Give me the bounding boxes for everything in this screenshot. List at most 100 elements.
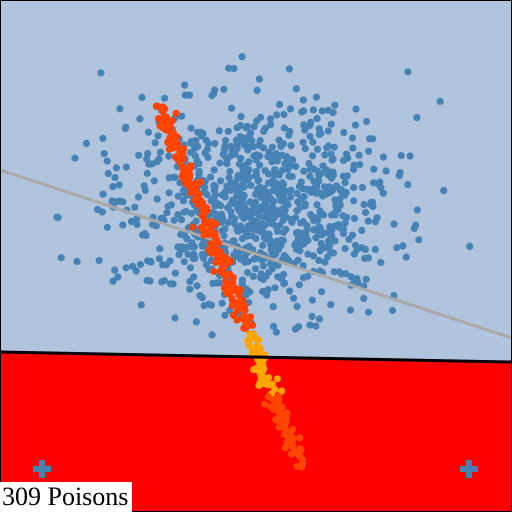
clean-point [254, 220, 262, 228]
clean-point [187, 124, 195, 132]
clean-point [332, 202, 340, 210]
clean-point [306, 132, 314, 140]
clean-point [318, 107, 326, 115]
clean-point [244, 146, 252, 154]
poison-point [293, 462, 301, 470]
clean-point [309, 106, 317, 114]
clean-point [349, 144, 357, 152]
clean-point [366, 135, 374, 143]
clean-point [406, 152, 414, 160]
clean-point [186, 277, 194, 285]
clean-point [376, 178, 384, 186]
clean-point [252, 171, 260, 179]
clean-point [174, 211, 182, 219]
clean-point [412, 221, 420, 229]
clean-point [328, 226, 336, 234]
clean-point [300, 240, 308, 248]
clean-point [132, 267, 140, 275]
clean-point [143, 276, 151, 285]
clean-point [315, 230, 323, 239]
clean-point [347, 273, 355, 281]
poison-point [214, 239, 223, 247]
clean-point [324, 127, 332, 135]
clean-point [360, 294, 368, 302]
clean-point [361, 254, 369, 263]
clean-point [351, 121, 359, 129]
clean-point [230, 179, 238, 187]
poison-point [229, 311, 237, 319]
clean-point [299, 96, 307, 104]
clean-point [352, 241, 360, 249]
clean-point [236, 121, 244, 130]
cross-marker-icon[interactable] [33, 460, 51, 478]
clean-point [257, 193, 265, 201]
poison-point [263, 380, 271, 389]
clean-point [165, 152, 173, 160]
clean-point [324, 106, 332, 114]
cross-marker-icon[interactable] [460, 460, 478, 478]
poison-count-label: 309 Poisons [0, 482, 133, 512]
clean-point [267, 241, 275, 249]
clean-point [292, 245, 300, 253]
clean-point [270, 322, 278, 330]
clean-point [222, 136, 230, 145]
clean-point [217, 177, 225, 185]
clean-point [220, 85, 228, 93]
poison-point [257, 375, 265, 383]
clean-point [415, 236, 423, 244]
clean-point [208, 331, 216, 339]
clean-point [255, 141, 263, 149]
clean-point [331, 209, 339, 217]
clean-point [263, 291, 271, 299]
poison-point [193, 190, 201, 199]
clean-point [399, 242, 407, 250]
poison-point [166, 141, 174, 149]
clean-point [253, 152, 262, 160]
clean-point [396, 169, 404, 177]
clean-point [186, 91, 194, 99]
clean-point [242, 285, 250, 293]
clean-point [116, 105, 124, 113]
clean-point [315, 315, 324, 323]
clean-point [256, 161, 264, 169]
clean-point [183, 235, 191, 243]
clean-point [182, 207, 190, 216]
clean-point [279, 236, 287, 244]
clean-point [187, 139, 195, 147]
clean-point [286, 287, 294, 295]
clean-point [297, 219, 305, 227]
clean-point [293, 207, 301, 215]
clean-point [308, 296, 316, 304]
clean-point [324, 237, 333, 245]
clean-point [215, 279, 223, 287]
clean-point [73, 257, 81, 265]
clean-point [189, 255, 197, 263]
poison-point [269, 403, 277, 411]
clean-point [208, 208, 217, 217]
clean-point [216, 159, 224, 167]
clean-point [71, 154, 79, 162]
clean-point [230, 199, 238, 207]
clean-point [241, 204, 249, 212]
poison-point [154, 115, 163, 123]
poison-point [256, 365, 264, 373]
poison-point [200, 212, 208, 220]
clean-point [103, 157, 111, 165]
clean-point [253, 117, 261, 125]
clean-point [188, 239, 196, 247]
clean-point [287, 142, 295, 150]
clean-point [413, 114, 421, 122]
clean-point [236, 137, 244, 146]
poison-point [242, 319, 250, 327]
clean-point [99, 190, 107, 198]
clean-point [262, 194, 270, 202]
clean-point [203, 145, 211, 153]
clean-point [154, 132, 162, 140]
clean-point [109, 277, 117, 285]
clean-point [327, 120, 335, 128]
clean-point [308, 185, 316, 193]
poison-point [195, 197, 203, 205]
clean-point [318, 245, 326, 253]
clean-point [341, 244, 349, 253]
